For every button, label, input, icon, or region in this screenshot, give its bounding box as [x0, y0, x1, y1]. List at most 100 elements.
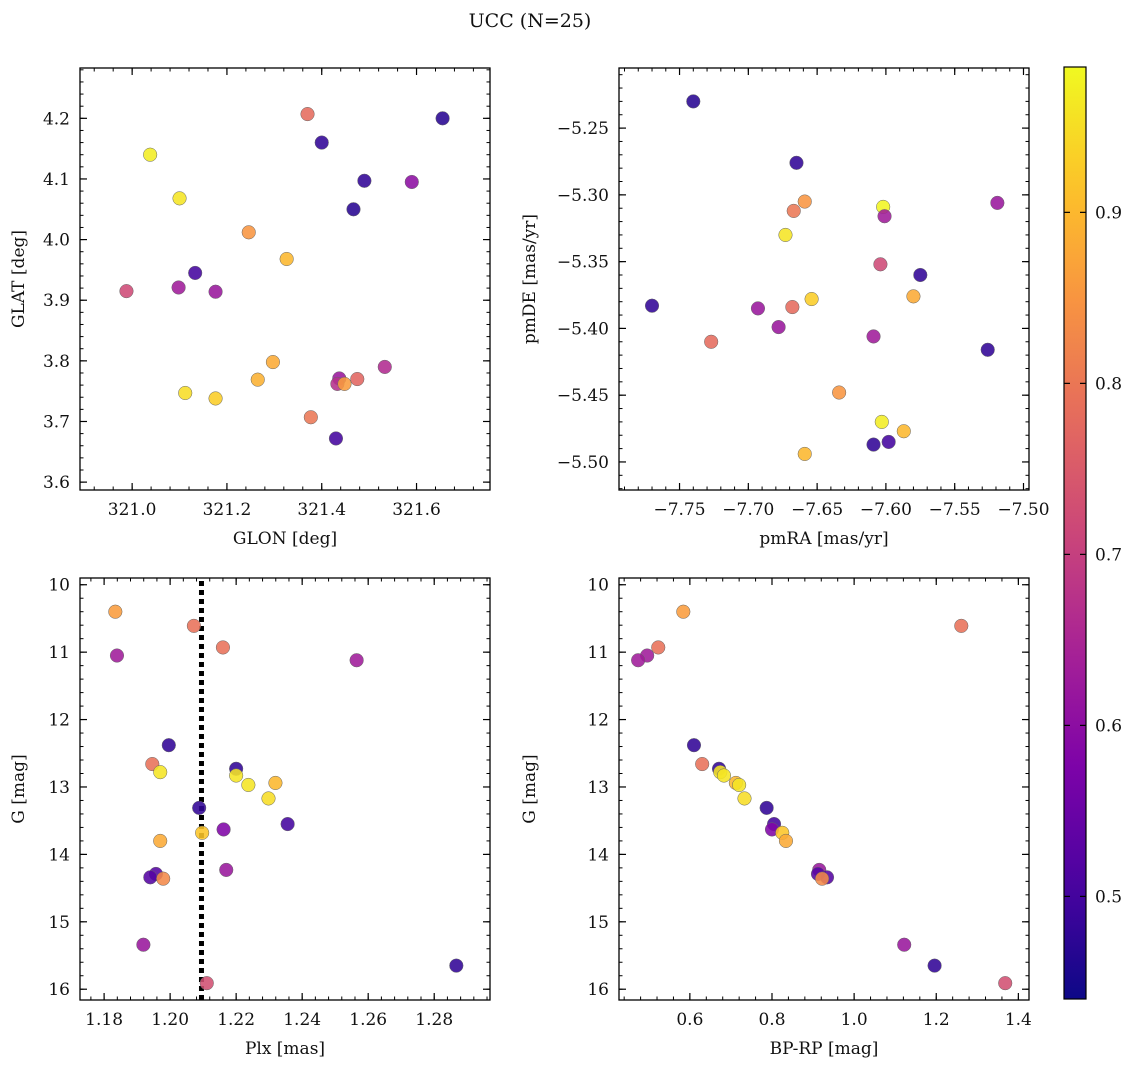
scatter-point — [178, 385, 193, 401]
x-tick-label: 1.0 — [841, 1010, 868, 1030]
scatter-point — [686, 738, 702, 753]
colorbar-tick-label: 0.5 — [1095, 887, 1122, 907]
y-axis-label: pmDE [mas/yr] — [520, 214, 540, 344]
scatter-point — [109, 648, 125, 663]
x-axis-label: GLON [deg] — [233, 529, 337, 549]
x-axis-label: pmRA [mas/yr] — [759, 529, 888, 549]
x-tick-label: 1.4 — [1005, 1010, 1032, 1030]
y-tick-label: 4.1 — [43, 170, 70, 190]
x-axis-label: BP-RP [mag] — [770, 1039, 879, 1059]
scatter-point — [927, 958, 942, 973]
scatter-point — [268, 775, 283, 790]
x-tick-label: 0.8 — [758, 1010, 785, 1030]
scatter-point — [873, 257, 888, 272]
x-tick-label: −7.55 — [929, 500, 981, 520]
scatter-point — [990, 195, 1005, 210]
y-tick-label: −5.40 — [557, 319, 609, 339]
scatter-point — [750, 301, 766, 316]
scatter-point — [303, 410, 318, 425]
plot-frame — [79, 67, 491, 491]
scatter-point — [195, 825, 210, 840]
y-tick-label: 10 — [587, 576, 609, 596]
scatter-point — [136, 937, 151, 952]
scatter-point — [913, 267, 928, 283]
y-tick-label: 10 — [48, 576, 70, 596]
y-axis-label: G [mag] — [9, 754, 29, 823]
y-tick-label: 11 — [48, 643, 70, 663]
y-tick-label: 12 — [587, 711, 609, 731]
scatter-point — [241, 225, 256, 240]
scatter-point — [161, 738, 176, 753]
scatter-point — [171, 280, 186, 295]
scatter-point — [797, 446, 812, 461]
y-axis-label: G [mag] — [520, 754, 540, 823]
scatter-point — [737, 791, 752, 806]
x-tick-label: 1.18 — [85, 1010, 123, 1030]
scatter-point — [644, 298, 660, 313]
x-axis-label: Plx [mas] — [245, 1039, 325, 1059]
scatter-point — [896, 424, 911, 439]
x-tick-label: −7.50 — [997, 500, 1049, 520]
scatter-point — [732, 777, 747, 793]
scatter-point — [651, 640, 666, 655]
x-tick-label: 0.6 — [676, 1010, 703, 1030]
scatter-point — [785, 299, 800, 315]
x-tick-label: 1.22 — [217, 1010, 255, 1030]
y-axis-label: GLAT [deg] — [9, 230, 29, 328]
x-tick-label: −7.70 — [722, 500, 774, 520]
colorbar: 0.5 0.6 0.7 0.8 0.9 — [1063, 66, 1122, 1000]
figure-title: UCC (N=25) — [469, 10, 592, 32]
x-tick-label: 1.20 — [151, 1010, 189, 1030]
y-tick-label: 15 — [587, 913, 609, 933]
y-tick-label: 16 — [587, 980, 609, 1000]
scatter-point — [797, 194, 812, 209]
scatter-point — [786, 203, 801, 218]
y-tick-label: 13 — [587, 778, 609, 798]
scatter-point — [156, 871, 171, 886]
scatter-point — [357, 173, 372, 188]
scatter-point — [906, 289, 921, 304]
x-tick-label: 1.2 — [923, 1010, 950, 1030]
x-tick-label: 1.28 — [415, 1010, 453, 1030]
y-tick-label: 11 — [587, 643, 609, 663]
y-tick-label: 3.6 — [43, 473, 70, 493]
scatter-point — [346, 202, 361, 217]
scatter-point — [954, 618, 969, 633]
y-tick-label: 14 — [48, 845, 70, 865]
x-tick-label: 321.0 — [108, 500, 157, 520]
scatter-point — [208, 284, 223, 299]
scatter-point — [153, 833, 168, 848]
scatter-point — [143, 870, 158, 885]
x-tick-label: 321.4 — [297, 500, 346, 520]
scatter-point — [980, 342, 995, 357]
scatter-point — [216, 822, 231, 837]
panel-glon-glat: 321.0 321.2 321.4 321.6 3.6 3.7 3.8 3.9 4.0 4.1 4.… — [9, 67, 491, 549]
y-tick-label: −5.25 — [557, 119, 609, 139]
scatter-point — [778, 227, 793, 242]
colorbar-tick-label: 0.9 — [1095, 203, 1122, 223]
scatter-point — [804, 291, 819, 307]
panel-bprp-g: 0.6 0.8 1.0 1.2 1.4 10 11 12 13 14 15 16 BP-RP [mag]… — [520, 576, 1032, 1059]
scatter-point — [250, 372, 265, 387]
scatter-point — [188, 265, 203, 280]
scatter-point — [199, 976, 214, 991]
y-tick-label: 14 — [587, 845, 609, 865]
scatter-point — [789, 155, 804, 170]
panel-plx-g: 1.18 1.20 1.22 1.24 1.26 1.28 10 11 12 13 14 15 16 Pl… — [9, 576, 491, 1059]
plot-frame — [618, 577, 1030, 1001]
scatter-point — [279, 251, 294, 267]
scatter-point — [186, 618, 201, 633]
scatter-point — [759, 800, 774, 815]
y-tick-label: 3.7 — [43, 412, 70, 432]
scatter-point — [241, 777, 256, 793]
scatter-point — [676, 604, 691, 619]
scatter-point — [631, 653, 646, 668]
scatter-point — [815, 871, 830, 886]
scatter-point — [215, 640, 230, 655]
scatter-point — [337, 376, 352, 391]
x-tick-label: −7.60 — [860, 500, 912, 520]
colorbar-tick-label: 0.8 — [1095, 374, 1122, 394]
scatter-point — [778, 833, 794, 848]
scatter-point — [881, 434, 896, 449]
